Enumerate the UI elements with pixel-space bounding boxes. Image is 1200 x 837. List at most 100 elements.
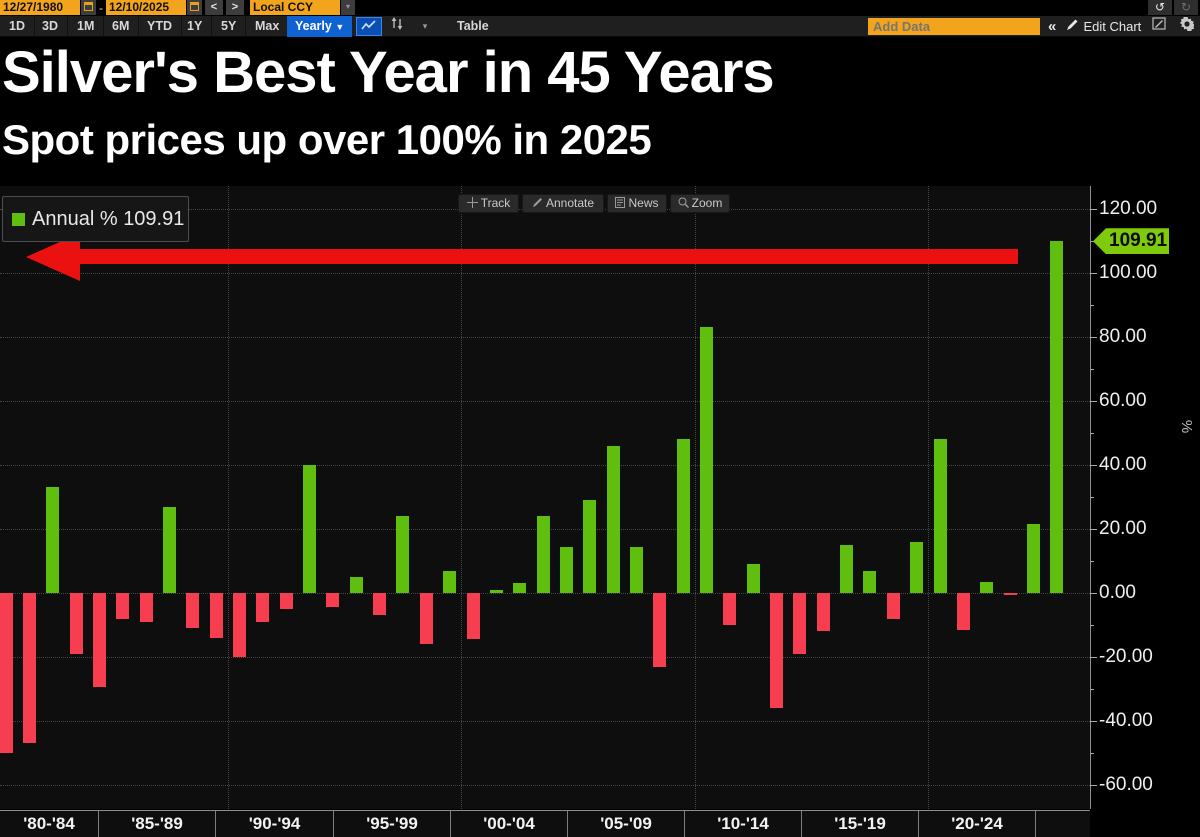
chart-annotate-mode-button[interactable] xyxy=(1148,17,1170,36)
bar-2022[interactable] xyxy=(980,582,994,593)
next-period-button[interactable]: > xyxy=(226,0,244,15)
bar-1993[interactable] xyxy=(303,465,317,593)
bar-2011[interactable] xyxy=(723,593,737,625)
zoom-magnifier-icon xyxy=(678,197,689,208)
track-button[interactable]: Track xyxy=(458,194,519,213)
bar-2019[interactable] xyxy=(910,541,924,593)
y-minor-tick xyxy=(1090,689,1094,690)
bar-2013[interactable] xyxy=(770,593,784,709)
bar-2002[interactable] xyxy=(513,583,527,593)
start-date-field[interactable]: 12/27/1980 xyxy=(0,0,80,15)
bar-1990[interactable] xyxy=(233,593,246,657)
bar-1996[interactable] xyxy=(373,593,387,616)
range-tab-3d[interactable]: 3D xyxy=(33,16,68,37)
y-major-tick xyxy=(1090,785,1097,786)
annotate-label: Annotate xyxy=(545,196,595,210)
gridline-v xyxy=(928,186,930,809)
bar-1989[interactable] xyxy=(209,593,223,638)
add-data-input[interactable] xyxy=(868,18,1040,35)
bar-2014[interactable] xyxy=(793,593,807,654)
chart-options-dropdown[interactable]: ▾ xyxy=(422,21,428,31)
bar-2001[interactable] xyxy=(489,589,503,593)
bar-1999[interactable] xyxy=(443,570,457,593)
bar-2008[interactable] xyxy=(653,593,667,667)
bar-direction-button[interactable] xyxy=(386,17,408,36)
end-date-field[interactable]: 12/10/2025 xyxy=(106,0,186,15)
currency-select[interactable]: Local CCY xyxy=(250,0,340,15)
bar-2000[interactable] xyxy=(466,593,480,640)
settings-button[interactable] xyxy=(1176,16,1198,36)
bar-2006[interactable] xyxy=(606,445,620,593)
bar-1981[interactable] xyxy=(22,593,36,744)
y-major-tick xyxy=(1090,465,1097,466)
bar-2009[interactable] xyxy=(676,439,690,593)
zoom-button[interactable]: Zoom xyxy=(670,194,730,213)
start-date-calendar-button[interactable] xyxy=(81,0,96,15)
bar-1982[interactable] xyxy=(46,487,60,593)
page-subtitle: Spot prices up over 100% in 2025 xyxy=(2,116,652,163)
bar-2025[interactable] xyxy=(1050,241,1064,593)
chart-legend[interactable]: Annual % 109.91 xyxy=(2,196,189,242)
y-tick-label: -20.00 xyxy=(1099,646,1153,667)
y-major-tick xyxy=(1090,401,1097,402)
gridline-h xyxy=(0,273,1090,274)
bar-1983[interactable] xyxy=(69,593,83,654)
bar-1986[interactable] xyxy=(139,593,153,622)
bar-2015[interactable] xyxy=(816,593,830,632)
bar-1994[interactable] xyxy=(326,593,340,608)
red-arrow-annotation-shaft[interactable] xyxy=(78,249,1018,264)
bar-1998[interactable] xyxy=(419,593,433,645)
range-tab-6m[interactable]: 6M xyxy=(103,16,140,37)
bar-1987[interactable] xyxy=(162,506,176,593)
line-chart-type-button[interactable] xyxy=(356,17,382,36)
edit-chart-label: Edit Chart xyxy=(1083,19,1142,34)
period-select[interactable]: Yearly ▼ xyxy=(287,16,353,37)
range-tab-max[interactable]: Max xyxy=(246,16,290,37)
annotate-button[interactable]: Annotate xyxy=(522,194,604,213)
edit-chart-button[interactable]: Edit Chart xyxy=(1066,18,1141,36)
bar-1997[interactable] xyxy=(396,516,410,593)
bar-2005[interactable] xyxy=(583,500,597,593)
chart-controls-toolbar: 1D 3D 1M 6M YTD 1Y 5Y Max Yearly ▼ ▾ Tab… xyxy=(0,16,1200,37)
bar-1995[interactable] xyxy=(349,577,363,593)
bar-2018[interactable] xyxy=(886,593,900,619)
bar-2007[interactable] xyxy=(629,546,643,593)
bar-1991[interactable] xyxy=(256,593,270,622)
prev-period-button[interactable]: < xyxy=(205,0,223,15)
bar-2016[interactable] xyxy=(840,545,854,593)
bar-1980[interactable] xyxy=(0,593,13,753)
gridline-h xyxy=(0,785,1090,786)
redo-button[interactable]: ↻ xyxy=(1174,0,1198,15)
bar-2017[interactable] xyxy=(863,570,877,593)
end-date-calendar-button[interactable] xyxy=(187,0,202,15)
x-group-label: '90-'94 xyxy=(215,811,333,837)
range-tab-5y[interactable]: 5Y xyxy=(212,16,247,37)
bar-2004[interactable] xyxy=(559,546,573,593)
bar-2012[interactable] xyxy=(746,564,760,593)
chart-plot-area[interactable] xyxy=(0,186,1090,809)
bar-2024[interactable] xyxy=(1026,524,1040,593)
bar-2010[interactable] xyxy=(700,327,713,593)
news-button[interactable]: News xyxy=(607,194,667,213)
collapse-panel-button[interactable]: « xyxy=(1048,18,1057,35)
y-major-tick xyxy=(1090,529,1097,530)
bar-2020[interactable] xyxy=(933,439,947,593)
bar-1988[interactable] xyxy=(186,593,200,629)
range-tab-1d[interactable]: 1D xyxy=(0,16,35,37)
bar-1985[interactable] xyxy=(116,593,130,619)
range-tab-1y[interactable]: 1Y xyxy=(178,16,213,37)
currency-dropdown-button[interactable]: ▾ xyxy=(341,0,355,15)
line-chart-icon xyxy=(361,20,376,30)
page-title: Silver's Best Year in 45 Years xyxy=(2,40,775,105)
table-view-button[interactable]: Table xyxy=(457,19,489,33)
bar-1992[interactable] xyxy=(279,593,293,609)
range-tab-ytd[interactable]: YTD xyxy=(138,16,182,37)
pencil-icon xyxy=(1067,19,1078,30)
range-tab-1m[interactable]: 1M xyxy=(68,16,105,37)
bar-1984[interactable] xyxy=(92,593,106,688)
bar-2021[interactable] xyxy=(956,593,970,630)
pencil-chart-icon xyxy=(1152,17,1166,30)
bar-2003[interactable] xyxy=(536,516,550,593)
bar-2023[interactable] xyxy=(1003,593,1017,596)
undo-button[interactable]: ↺ xyxy=(1148,0,1172,15)
